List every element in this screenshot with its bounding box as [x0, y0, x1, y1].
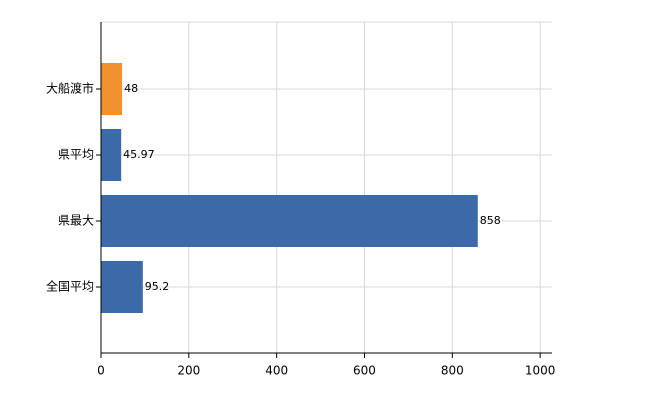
y-tick-label: 大船渡市 — [46, 81, 94, 96]
x-tick-label: 600 — [353, 364, 376, 378]
bar — [101, 261, 143, 313]
x-tick-label: 1000 — [525, 364, 556, 378]
x-tick-label: 800 — [441, 364, 464, 378]
bar — [101, 129, 122, 181]
value-label: 858 — [480, 214, 501, 227]
x-tick-label: 0 — [97, 364, 105, 378]
value-label: 45.97 — [123, 148, 155, 161]
bar — [101, 63, 123, 115]
y-tick-label: 全国平均 — [46, 279, 94, 294]
y-tick-label: 県最大 — [58, 214, 94, 228]
value-label: 95.2 — [145, 280, 170, 293]
x-tick-label: 400 — [265, 364, 288, 378]
x-tick-label: 200 — [177, 364, 200, 378]
bar — [101, 195, 478, 247]
value-label: 48 — [124, 82, 138, 95]
y-tick-label: 県平均 — [58, 148, 94, 162]
